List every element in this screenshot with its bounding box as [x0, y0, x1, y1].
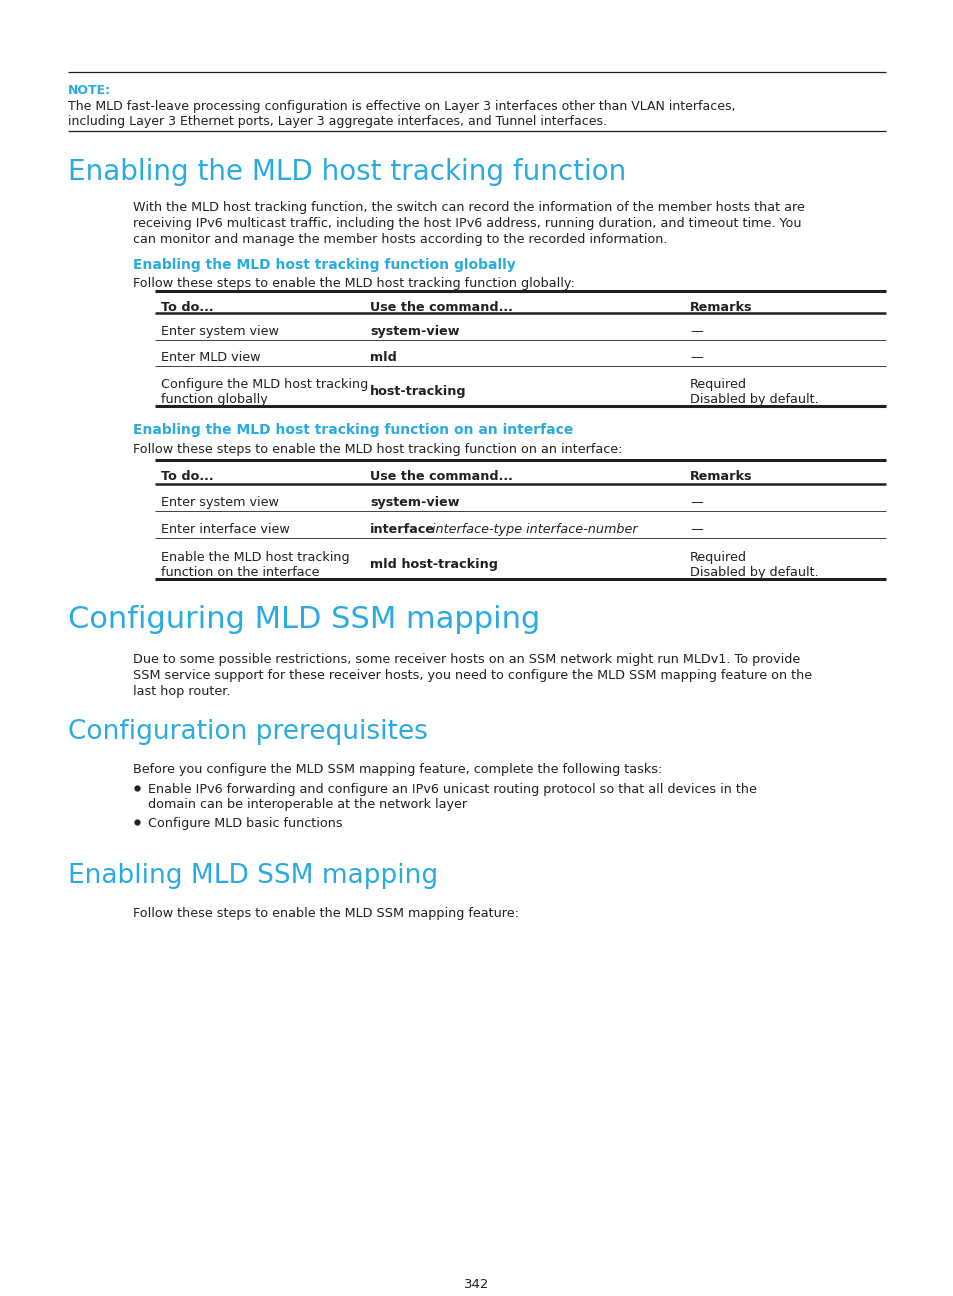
Text: To do...: To do...	[161, 470, 213, 483]
Text: Use the command...: Use the command...	[370, 301, 513, 314]
Text: Configuration prerequisites: Configuration prerequisites	[68, 719, 428, 745]
Text: Use the command...: Use the command...	[370, 470, 513, 483]
Text: Enable the MLD host tracking: Enable the MLD host tracking	[161, 551, 349, 564]
Text: domain can be interoperable at the network layer: domain can be interoperable at the netwo…	[148, 798, 467, 811]
Text: Disabled by default.: Disabled by default.	[689, 393, 818, 406]
Text: Enabling the MLD host tracking function on an interface: Enabling the MLD host tracking function …	[132, 422, 573, 437]
Text: Follow these steps to enable the MLD host tracking function globally:: Follow these steps to enable the MLD hos…	[132, 277, 575, 290]
Text: Enabling the MLD host tracking function: Enabling the MLD host tracking function	[68, 158, 625, 187]
Text: system-view: system-view	[370, 496, 459, 509]
Text: including Layer 3 Ethernet ports, Layer 3 aggregate interfaces, and Tunnel inter: including Layer 3 Ethernet ports, Layer …	[68, 115, 606, 128]
Text: The MLD fast-leave processing configuration is effective on Layer 3 interfaces o: The MLD fast-leave processing configurat…	[68, 100, 735, 113]
Text: With the MLD host tracking function, the switch can record the information of th: With the MLD host tracking function, the…	[132, 201, 804, 214]
Text: interface: interface	[370, 524, 435, 537]
Text: —: —	[689, 351, 702, 364]
Text: Due to some possible restrictions, some receiver hosts on an SSM network might r: Due to some possible restrictions, some …	[132, 653, 800, 666]
Text: —: —	[689, 496, 702, 509]
Text: Before you configure the MLD SSM mapping feature, complete the following tasks:: Before you configure the MLD SSM mapping…	[132, 763, 661, 776]
Text: Configuring MLD SSM mapping: Configuring MLD SSM mapping	[68, 605, 539, 634]
Text: function on the interface: function on the interface	[161, 566, 319, 579]
Text: Remarks: Remarks	[689, 301, 752, 314]
Text: Enable IPv6 forwarding and configure an IPv6 unicast routing protocol so that al: Enable IPv6 forwarding and configure an …	[148, 783, 756, 796]
Text: Configure MLD basic functions: Configure MLD basic functions	[148, 816, 342, 829]
Text: interface-type interface-number: interface-type interface-number	[428, 524, 637, 537]
Text: receiving IPv6 multicast traffic, including the host IPv6 address, running durat: receiving IPv6 multicast traffic, includ…	[132, 216, 801, 229]
Text: Follow these steps to enable the MLD host tracking function on an interface:: Follow these steps to enable the MLD hos…	[132, 443, 622, 456]
Text: Configure the MLD host tracking: Configure the MLD host tracking	[161, 378, 368, 391]
Text: Enter MLD view: Enter MLD view	[161, 351, 260, 364]
Text: can monitor and manage the member hosts according to the recorded information.: can monitor and manage the member hosts …	[132, 233, 667, 246]
Text: —: —	[689, 325, 702, 338]
Text: last hop router.: last hop router.	[132, 686, 231, 699]
Text: To do...: To do...	[161, 301, 213, 314]
Text: Enabling MLD SSM mapping: Enabling MLD SSM mapping	[68, 863, 437, 889]
Text: system-view: system-view	[370, 325, 459, 338]
Text: function globally: function globally	[161, 393, 268, 406]
Text: —: —	[689, 524, 702, 537]
Text: Required: Required	[689, 551, 746, 564]
Text: SSM service support for these receiver hosts, you need to configure the MLD SSM : SSM service support for these receiver h…	[132, 669, 811, 682]
Text: Follow these steps to enable the MLD SSM mapping feature:: Follow these steps to enable the MLD SSM…	[132, 907, 518, 920]
Text: Enter interface view: Enter interface view	[161, 524, 290, 537]
Text: host-tracking: host-tracking	[370, 385, 466, 398]
Text: Enter system view: Enter system view	[161, 496, 278, 509]
Text: Remarks: Remarks	[689, 470, 752, 483]
Text: Required: Required	[689, 378, 746, 391]
Text: Disabled by default.: Disabled by default.	[689, 566, 818, 579]
Text: 342: 342	[464, 1278, 489, 1291]
Text: mld: mld	[370, 351, 396, 364]
Text: Enter system view: Enter system view	[161, 325, 278, 338]
Text: mld host-tracking: mld host-tracking	[370, 559, 497, 572]
Text: Enabling the MLD host tracking function globally: Enabling the MLD host tracking function …	[132, 258, 516, 272]
Text: NOTE:: NOTE:	[68, 84, 111, 97]
